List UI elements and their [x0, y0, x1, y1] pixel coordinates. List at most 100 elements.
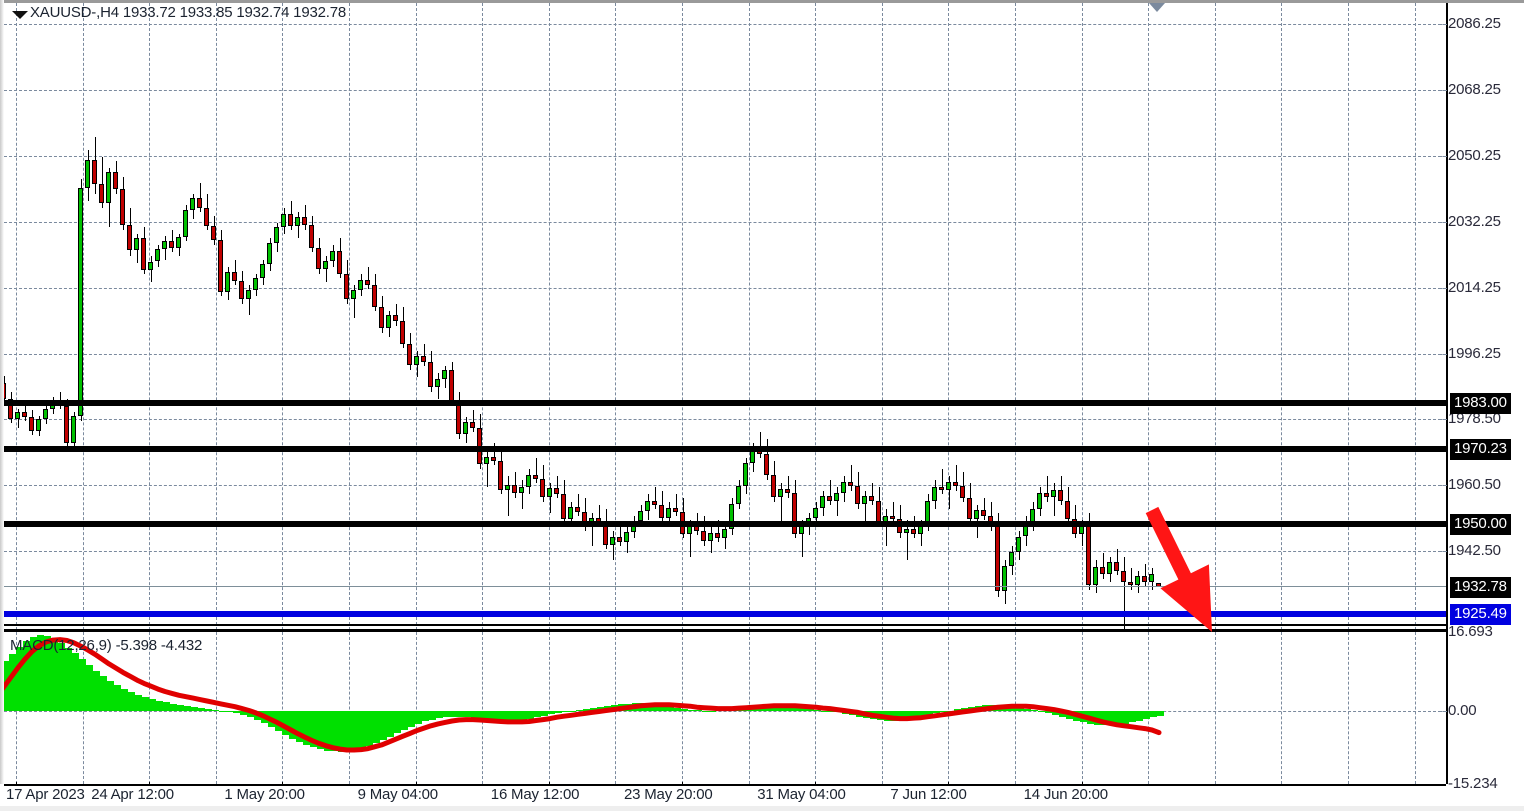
grid-line-vertical — [482, 632, 484, 784]
candle-body — [1114, 562, 1119, 571]
candle-body — [43, 408, 48, 420]
grid-line-vertical — [1148, 3, 1150, 630]
candle-body — [862, 495, 867, 505]
collapse-triangle-icon[interactable] — [12, 11, 28, 19]
price-level-line[interactable] — [4, 586, 1446, 588]
macd-histogram-bar — [709, 710, 716, 712]
macd-histogram-bar — [93, 670, 100, 712]
candle-wick — [557, 476, 558, 498]
price-axis-badge[interactable]: 1970.23 — [1450, 439, 1511, 461]
time-axis-tick: 14 Jun 20:00 — [1023, 786, 1109, 803]
candle-body — [1037, 492, 1042, 509]
candle-body — [281, 214, 286, 228]
candle-body — [554, 488, 559, 494]
price-axis-tick: 2068.25 — [1440, 82, 1501, 97]
candle-body — [484, 456, 489, 464]
time-axis-tick: 9 May 04:00 — [357, 786, 439, 803]
candle-body — [295, 217, 300, 226]
time-axis-tick-mark — [948, 782, 950, 786]
candle-wick — [886, 509, 887, 546]
price-chart-plot[interactable] — [4, 3, 1446, 630]
candle-body — [106, 172, 111, 204]
macd-histogram-bar — [947, 710, 954, 712]
symbol-ohlc-label: XAUUSD-,H4 1933.72 1933.85 1932.74 1932.… — [30, 4, 347, 21]
price-axis-badge[interactable]: 1983.00 — [1450, 392, 1511, 414]
grid-line-vertical — [415, 632, 417, 784]
grid-line-horizontal — [4, 24, 1446, 26]
grid-line-vertical — [548, 632, 550, 784]
candle-wick — [494, 443, 495, 465]
time-axis[interactable]: 17 Apr 2023 24 Apr 12:00 1 May 20:00 9 May … — [0, 782, 1446, 808]
candle-body — [617, 536, 622, 542]
price-axis[interactable]: 2086.25 2068.25 2050.25 2032.25 2014.25 1996.… — [1440, 0, 1524, 811]
candle-body — [533, 474, 538, 479]
candle-body — [526, 474, 531, 487]
candle-wick — [802, 520, 803, 557]
candle-body — [736, 486, 741, 504]
candle-body — [974, 510, 979, 519]
candle-body — [351, 290, 356, 299]
price-level-line[interactable] — [4, 446, 1446, 453]
macd-histogram-bar — [380, 711, 387, 741]
price-tick-dash — [1440, 89, 1447, 91]
candle-body — [953, 481, 958, 486]
candle-body — [1009, 552, 1014, 567]
macd-histogram-bar — [681, 708, 688, 712]
candle-body — [330, 251, 335, 261]
candle-body — [715, 532, 720, 538]
candle-body — [344, 273, 349, 299]
macd-histogram-bar — [373, 711, 380, 744]
grid-line-vertical — [682, 3, 683, 630]
macd-histogram-bar — [779, 705, 786, 712]
price-axis-badge[interactable]: 1950.00 — [1450, 513, 1511, 535]
macd-histogram-bar — [436, 711, 443, 719]
macd-histogram-bar — [562, 711, 569, 713]
time-axis-tick: 23 May 20:00 — [624, 786, 713, 803]
candle-wick — [781, 483, 782, 524]
macd-histogram-bar — [429, 711, 436, 720]
triangle-down-marker-icon — [1149, 3, 1165, 12]
candle-body — [827, 496, 832, 502]
price-axis-badge[interactable]: 1932.78 — [1450, 576, 1511, 598]
macd-histogram-bar — [464, 711, 471, 718]
window-bottom-border — [0, 806, 1524, 811]
candle-body — [834, 493, 839, 502]
candle-body — [183, 209, 188, 237]
grid-line-vertical — [282, 3, 284, 630]
macd-histogram-bar — [926, 711, 933, 715]
candle-body — [1086, 525, 1091, 585]
grid-line-horizontal — [4, 485, 1446, 487]
candle-wick — [522, 479, 523, 509]
macd-histogram-bar — [513, 711, 520, 721]
candle-body — [400, 320, 405, 344]
price-axis-badge[interactable]: 1925.49 — [1450, 603, 1511, 625]
macd-histogram-bar — [331, 711, 338, 752]
candle-wick — [1054, 483, 1055, 517]
macd-indicator-plot[interactable] — [4, 632, 1446, 784]
candle-body — [778, 488, 783, 498]
candle-body — [456, 402, 461, 434]
candle-body — [645, 500, 650, 512]
price-level-line[interactable] — [4, 399, 1446, 406]
macd-histogram-bar — [674, 707, 681, 712]
candle-body — [365, 280, 370, 285]
price-level-line[interactable] — [4, 610, 1446, 617]
grid-line-vertical — [1281, 3, 1283, 630]
macd-histogram-bar — [282, 711, 289, 735]
grid-line-vertical — [16, 3, 17, 630]
macd-histogram-bar — [653, 704, 660, 712]
price-level-line[interactable] — [4, 520, 1446, 527]
candle-body — [491, 456, 496, 461]
candle-body — [99, 184, 104, 204]
macd-histogram-bar — [107, 680, 114, 712]
candle-wick — [473, 410, 474, 432]
grid-line-vertical — [1281, 632, 1283, 784]
macd-histogram-bar — [289, 711, 296, 739]
macd-histogram-bar — [51, 639, 58, 712]
price-axis-tick: 1960.50 — [1440, 477, 1501, 492]
candle-body — [946, 481, 951, 490]
macd-histogram-bar — [30, 637, 37, 712]
candle-body — [743, 463, 748, 487]
macd-histogram-bar — [387, 711, 394, 737]
macd-histogram-bar — [191, 706, 198, 712]
